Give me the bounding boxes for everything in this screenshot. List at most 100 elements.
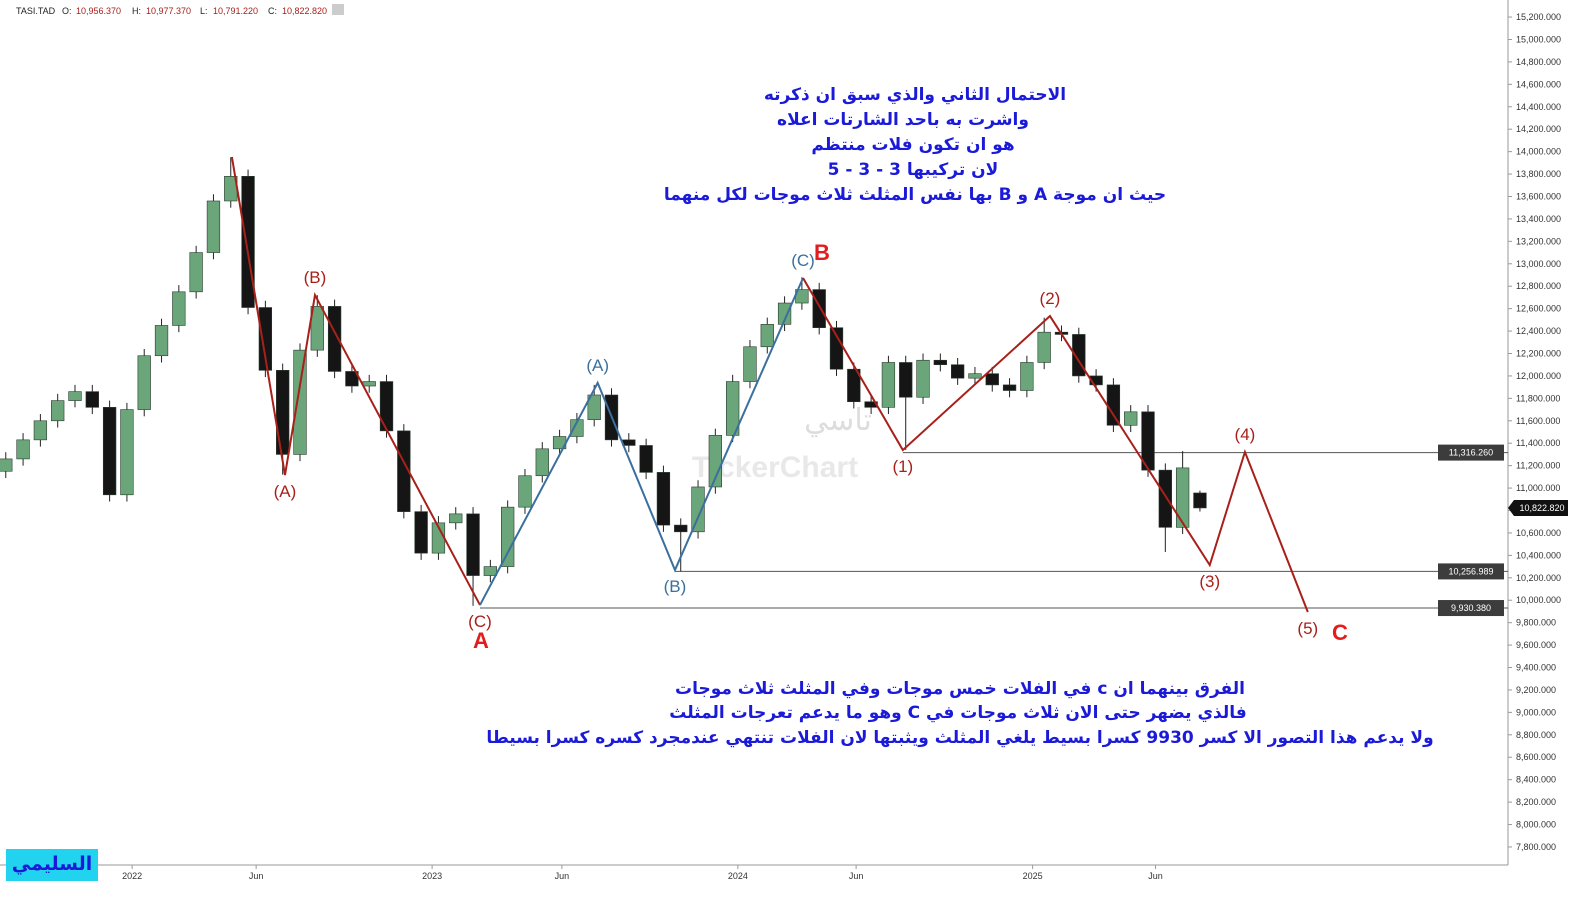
y-tick-label: 12,400.000 xyxy=(1516,326,1561,336)
x-tick-label: Jun xyxy=(249,871,264,881)
ohlc-value: 10,791.220 xyxy=(213,6,258,16)
y-tick-label: 14,000.000 xyxy=(1516,147,1561,157)
note-line: هو ان تكون فلات منتظم xyxy=(811,135,1014,155)
ohlc-name: O: xyxy=(62,6,72,16)
y-tick-label: 9,400.000 xyxy=(1516,663,1556,673)
header-button[interactable] xyxy=(332,4,344,15)
candle-body xyxy=(102,407,117,496)
level-box xyxy=(1438,444,1504,461)
candle-body xyxy=(1158,469,1172,528)
candle-body xyxy=(1175,467,1190,528)
y-tick-label: 13,400.000 xyxy=(1516,214,1561,224)
note-line: حيث ان موجة A و B بها نفس المثلث ثلاث مو… xyxy=(664,185,1166,205)
ohlc-value: 10,956.370 xyxy=(76,6,121,16)
y-tick-label: 8,200.000 xyxy=(1516,797,1556,807)
candle-body xyxy=(691,486,705,533)
y-tick-label: 12,200.000 xyxy=(1516,348,1561,358)
y-tick-label: 9,800.000 xyxy=(1516,618,1556,628)
candle-body xyxy=(120,409,134,496)
y-tick-label: 13,800.000 xyxy=(1516,169,1561,179)
y-tick-label: 10,000.000 xyxy=(1516,595,1561,605)
author-box xyxy=(6,849,98,881)
candle-body xyxy=(33,420,48,441)
wave-label: (3) xyxy=(1199,572,1220,591)
candle-body xyxy=(310,306,324,351)
x-tick-label: Jun xyxy=(555,871,570,881)
note-line: فالذي يضهر حتى الان ثلاث موجات في C وهو … xyxy=(669,703,1247,723)
candle-body xyxy=(449,513,463,524)
candle-body xyxy=(535,448,549,477)
wave-label: (C) xyxy=(468,612,492,631)
level-label: 11,316.260 xyxy=(1449,448,1493,458)
candle-body xyxy=(414,511,428,554)
candle-body xyxy=(137,355,151,410)
ohlc-name: H: xyxy=(132,6,141,16)
wave-label: (1) xyxy=(892,457,913,476)
ohlc-name: C: xyxy=(268,6,277,16)
watermark: تاسي xyxy=(804,403,872,438)
candle-body xyxy=(68,391,82,401)
note-line: ولا يدعم هذا التصور الا كسر 9930 كسرا بس… xyxy=(486,728,1433,748)
candle-body xyxy=(276,370,290,455)
ohlc-name: L: xyxy=(200,6,208,16)
level-label: 9,930.380 xyxy=(1451,603,1491,613)
candle-body xyxy=(241,176,255,308)
candle-body xyxy=(206,200,221,253)
y-tick-label: 15,000.000 xyxy=(1516,34,1561,44)
wave-label: B xyxy=(814,240,830,265)
wave-label: (A) xyxy=(586,356,609,375)
y-tick-label: 14,200.000 xyxy=(1516,124,1561,134)
y-tick-label: 10,600.000 xyxy=(1516,528,1561,538)
y-tick-label: 14,400.000 xyxy=(1516,102,1561,112)
y-tick-label: 13,200.000 xyxy=(1516,236,1561,246)
x-tick-label: 2025 xyxy=(1023,871,1043,881)
wave-line xyxy=(230,156,481,606)
y-tick-label: 8,400.000 xyxy=(1516,775,1556,785)
y-tick-label: 13,600.000 xyxy=(1516,191,1561,201)
candle-body xyxy=(743,346,757,382)
y-tick-label: 8,800.000 xyxy=(1516,730,1556,740)
wave-label: (B) xyxy=(304,268,327,287)
x-tick-label: 2022 xyxy=(122,871,142,881)
y-tick-label: 12,000.000 xyxy=(1516,371,1561,381)
symbol: TASI.TAD xyxy=(16,6,56,16)
y-tick-label: 11,000.000 xyxy=(1516,483,1560,493)
y-tick-label: 9,600.000 xyxy=(1516,640,1556,650)
candle-body xyxy=(933,359,947,366)
candle-body xyxy=(674,524,688,533)
y-tick-label: 14,600.000 xyxy=(1516,79,1561,89)
level-label: 10,256.989 xyxy=(1448,566,1493,576)
wave-line xyxy=(479,277,804,606)
candle-body xyxy=(501,506,515,567)
wave-label: A xyxy=(473,628,489,653)
candle-body xyxy=(397,430,411,512)
candle-body xyxy=(1020,362,1034,391)
candle-body xyxy=(760,324,774,348)
candle-body xyxy=(154,325,169,357)
y-tick-label: 8,000.000 xyxy=(1516,820,1556,830)
candle-body xyxy=(656,472,671,526)
wave-label: C xyxy=(1332,620,1348,645)
author: السليمي xyxy=(12,853,92,875)
candle-body xyxy=(1124,411,1138,426)
candle-body xyxy=(258,307,273,371)
candle-body xyxy=(777,302,792,325)
candle-body xyxy=(968,373,982,379)
candle-body xyxy=(881,362,896,408)
y-tick-label: 7,800.000 xyxy=(1516,842,1556,852)
candle-body xyxy=(1037,331,1051,363)
candle-body xyxy=(1002,384,1017,391)
candle-body xyxy=(362,381,376,387)
candle-body xyxy=(812,289,826,329)
last-price-label: 10,822.820 xyxy=(1519,503,1564,513)
candle-body xyxy=(1106,384,1121,426)
level-box xyxy=(1438,600,1504,617)
candle-body xyxy=(345,371,359,387)
note-line: لان تركيبها 3 - 3 - 5 xyxy=(828,160,999,180)
candle-body xyxy=(327,306,342,372)
candle-body xyxy=(847,368,861,403)
y-tick-label: 11,800.000 xyxy=(1516,393,1560,403)
candle-body xyxy=(293,349,307,455)
